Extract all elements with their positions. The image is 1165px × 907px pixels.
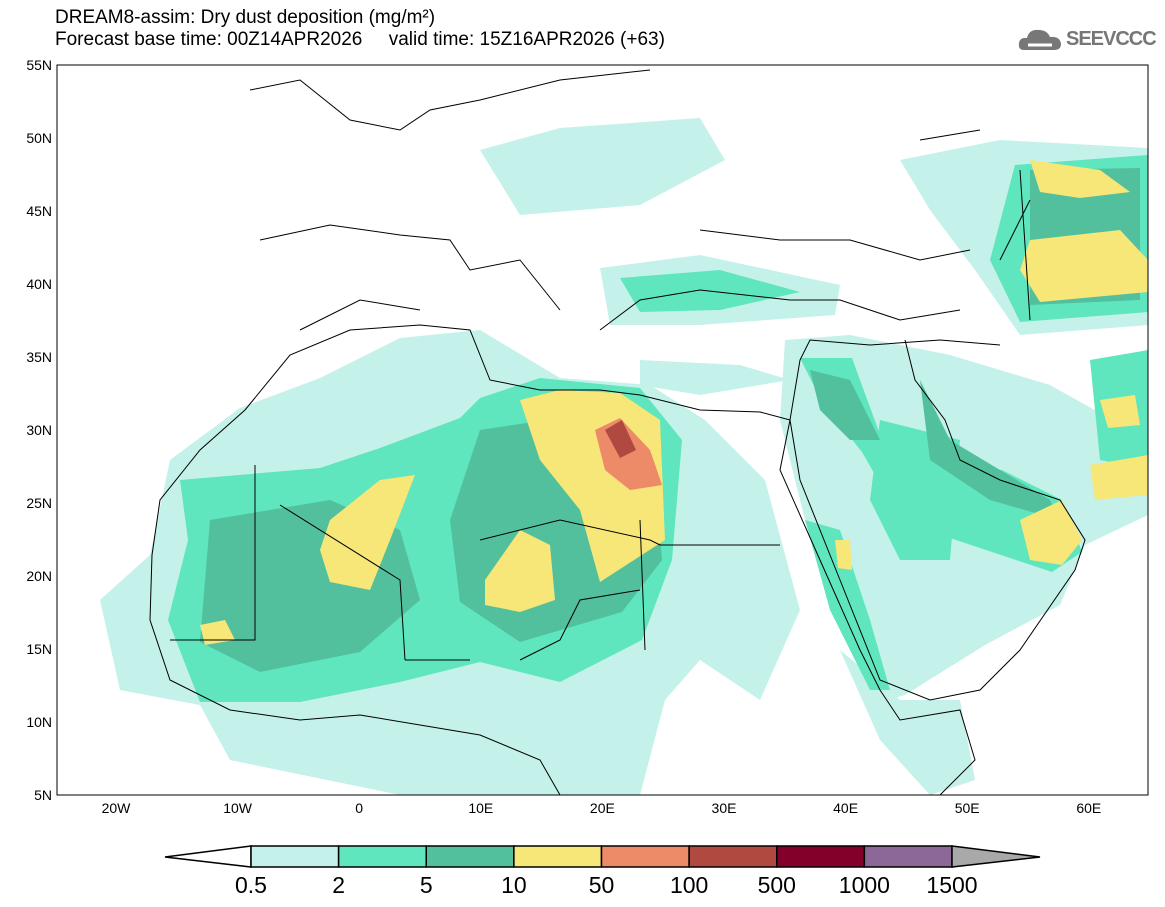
colorbar-label: 1500	[926, 872, 978, 898]
lon-label: 10W	[223, 800, 252, 816]
lon-label: 50E	[954, 800, 980, 816]
lat-label: 10N	[26, 714, 52, 730]
dust-fields	[100, 69, 1148, 795]
colorbar-under-arrow	[164, 845, 252, 868]
colorbar-cell	[863, 845, 953, 868]
colorbar-cell	[513, 845, 603, 868]
colorbar-cell	[776, 845, 866, 868]
logo-text: SEEVCCC	[1066, 27, 1157, 50]
map-frame	[56, 64, 1149, 796]
lat-label: 35N	[26, 349, 52, 365]
colorbar-label: 500	[757, 872, 796, 898]
lon-label: 20W	[101, 800, 131, 816]
map-title: DREAM8-assim: Dry dust deposition (mg/m²…	[55, 7, 436, 28]
lat-label: 15N	[26, 641, 52, 657]
lat-label: 20N	[26, 568, 52, 584]
lat-label: 45N	[26, 203, 52, 219]
colorbar-cell	[688, 845, 778, 868]
lon-label: 0	[355, 800, 364, 816]
colorbar-label: 50	[588, 872, 615, 898]
colorbar	[164, 845, 1041, 868]
colorbar-cell	[337, 845, 427, 868]
colorbar-cell	[250, 845, 340, 868]
lon-label: 40E	[833, 800, 859, 816]
colorbar-label: 0.5	[235, 872, 267, 898]
lat-label: 55N	[26, 57, 52, 73]
lon-label: 10E	[468, 800, 494, 816]
lat-label: 40N	[26, 276, 52, 292]
colorbar-cell	[600, 845, 690, 868]
lon-label: 30E	[711, 800, 737, 816]
lat-label: 5N	[34, 787, 52, 803]
lat-label: 50N	[26, 130, 52, 146]
lon-label: 20E	[589, 800, 615, 816]
cloud-icon	[1018, 29, 1061, 50]
colorbar-label: 5	[419, 872, 433, 898]
colorbar-cell	[425, 845, 515, 868]
colorbar-label: 100	[669, 872, 709, 898]
colorbar-over-arrow	[951, 845, 1041, 868]
lat-label: 30N	[26, 422, 52, 438]
seevccc-logo: SEEVCCC	[1018, 26, 1157, 52]
colorbar-label: 10	[501, 872, 527, 898]
colorbar-label: 2	[332, 872, 346, 898]
forecast-time-subtitle: Forecast base time: 00Z14APR2026 valid t…	[55, 29, 665, 50]
lon-label: 60E	[1076, 800, 1102, 816]
level-100-500	[605, 420, 636, 458]
coastlines	[149, 69, 1086, 795]
lat-label: 25N	[26, 495, 52, 511]
colorbar-label: 1000	[838, 872, 890, 898]
